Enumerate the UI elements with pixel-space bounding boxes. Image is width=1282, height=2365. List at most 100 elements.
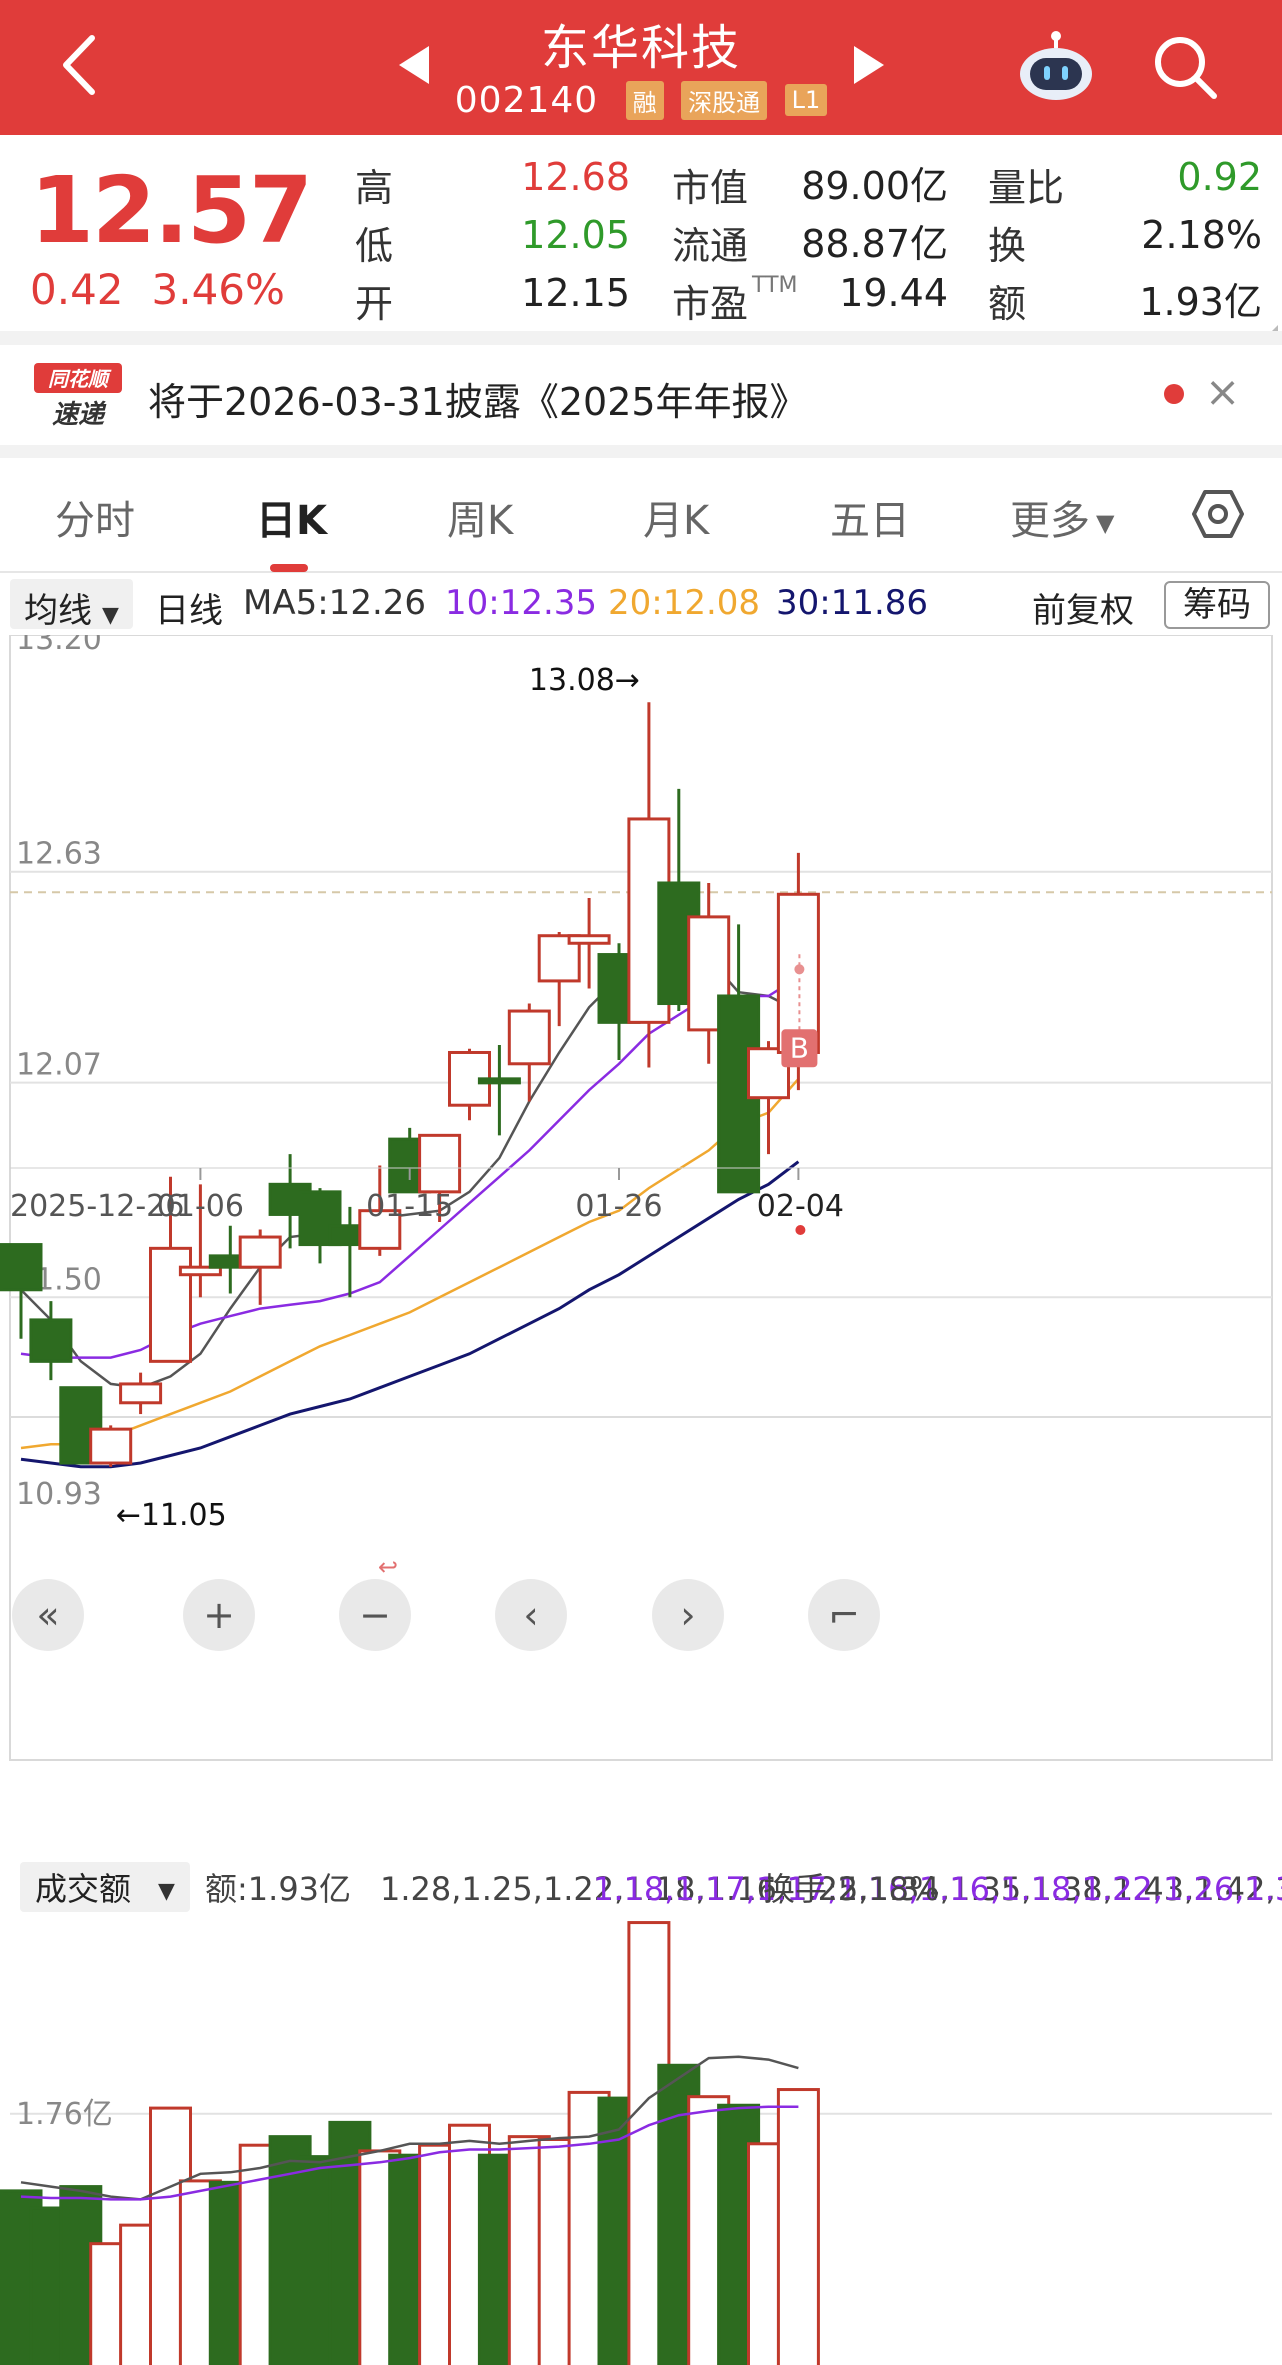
candle — [0, 1243, 43, 1339]
collapse-left-icon[interactable]: « — [12, 1579, 84, 1651]
ma20-line — [20, 1078, 800, 1450]
volume-ma10-line — [20, 2105, 799, 2201]
news-text[interactable]: 将于2026-03-31披露《2025年年报》 — [148, 380, 808, 424]
volume-ma5: 1.28,1.25,1.22,1.18,1.16,1.25,1.34,1.35,… — [380, 1870, 1282, 1908]
tab-intraday[interactable]: 分时 — [55, 498, 135, 544]
control-button-bg[interactable] — [652, 1579, 724, 1651]
back-icon[interactable] — [50, 30, 110, 100]
market-cap-value: 89.00亿 — [801, 164, 948, 208]
candle — [29, 1301, 73, 1381]
volume-selector[interactable] — [20, 1862, 190, 1912]
volume-chart[interactable]: 成交额 ▼ 额:1.93亿 1.28,1.25,1.22,1.18,1.16,1… — [0, 1850, 1282, 2365]
last-price: 12.57 — [30, 157, 313, 264]
ai-assistant-icon[interactable] — [1016, 28, 1096, 104]
flash-news-logo: 同花顺 速递 — [34, 363, 122, 430]
low-value: 12.05 — [521, 213, 630, 257]
y-axis-label: 12.63 — [16, 837, 102, 872]
float-cap-value: 88.87亿 — [801, 222, 948, 266]
zoom-in-icon-glyph[interactable]: + — [203, 1593, 235, 1637]
zoom-out-icon[interactable]: − — [339, 1579, 411, 1651]
ma10-value: 10:12.35 — [445, 583, 598, 623]
svg-text:速递: 速递 — [52, 400, 107, 430]
previous-stock-icon[interactable] — [395, 40, 435, 90]
tab-daily-k[interactable]: 日K — [256, 498, 327, 544]
control-button-bg[interactable] — [495, 1579, 567, 1651]
fullscreen-icon-glyph[interactable]: ⌐ — [828, 1593, 860, 1637]
gear-icon[interactable] — [1192, 488, 1244, 540]
open-value: 12.15 — [521, 271, 630, 315]
search-icon[interactable] — [1150, 32, 1220, 102]
volume-y-label: 1.76亿 — [16, 2097, 113, 2132]
period-tabs: 分时 日K 周K 月K 五日 更多 ▼ — [0, 458, 1282, 573]
ma-selector[interactable]: 均线 ▼ — [10, 579, 133, 631]
candle-body — [418, 1133, 462, 1194]
candle — [448, 1048, 491, 1121]
candle — [418, 1133, 462, 1222]
candle — [477, 1044, 521, 1136]
min-price-annotation: ←11.05 — [116, 1498, 227, 1533]
separator — [0, 331, 1282, 345]
amount-label: 额 — [988, 282, 1027, 326]
candle — [507, 1003, 551, 1102]
tab-weekly-k[interactable]: 周K — [447, 498, 514, 544]
candle-body — [149, 1246, 192, 1363]
volume-ma10: 1.18,1.17,1.17,1.16,1.16,1.18,1.22,1.26,… — [593, 1870, 1282, 1908]
x-axis-label: 01-26 — [575, 1189, 662, 1224]
control-button-bg[interactable] — [12, 1579, 84, 1651]
chevron-down-icon: ▼ — [102, 603, 119, 628]
candle-body — [358, 1209, 402, 1250]
tab-monthly-k[interactable]: 月K — [643, 498, 710, 544]
turnover-value: 2.18% — [1141, 213, 1262, 257]
candle — [119, 1372, 163, 1415]
news-banner[interactable]: 同花顺 速递 将于2026-03-31披露《2025年年报》 × — [0, 345, 1282, 445]
high-value: 12.68 — [521, 155, 630, 199]
candle — [238, 1229, 282, 1305]
x-axis-label: 2025-12-26 — [10, 1189, 184, 1224]
low-label: 低 — [355, 224, 394, 268]
drawing-tool-icon[interactable]: ↩ — [378, 1553, 398, 1581]
candle — [567, 898, 611, 989]
buy-marker-box — [781, 1029, 818, 1068]
stock-code: 002140 — [454, 79, 599, 121]
collapse-left-icon-glyph[interactable]: « — [36, 1593, 59, 1637]
chevron-down-icon: ▼ — [158, 1879, 175, 1904]
high-label: 高 — [355, 166, 394, 210]
tab-more[interactable]: 更多 ▼ — [1010, 498, 1115, 544]
pe-value: 19.44 — [839, 271, 948, 315]
scroll-right-icon[interactable]: › — [652, 1579, 724, 1651]
amount-value: 1.93亿 — [1139, 280, 1262, 324]
scroll-left-icon-glyph[interactable]: ‹ — [523, 1593, 538, 1637]
zoom-out-icon-glyph[interactable]: − — [359, 1593, 391, 1637]
adjust-mode[interactable]: 前复权 — [1032, 591, 1134, 631]
max-price-annotation: 13.08→ — [529, 663, 640, 698]
volume-bar — [776, 2088, 820, 2365]
chip-distribution-button[interactable]: 筹码 — [1164, 581, 1270, 629]
y-axis-label: 12.07 — [16, 1048, 102, 1083]
pe-label: 市盈 TTM — [672, 273, 798, 326]
tab-five-day[interactable]: 五日 — [830, 498, 910, 544]
separator — [0, 445, 1282, 459]
scroll-right-icon-glyph[interactable]: › — [680, 1593, 695, 1637]
candle-body — [567, 934, 611, 945]
fullscreen-icon[interactable]: ⌐ — [808, 1579, 880, 1651]
volume-ratio-value: 0.92 — [1177, 155, 1262, 199]
app-header: 东华科技 002140 融 深股通 L1 — [0, 0, 1282, 135]
candle-body — [119, 1382, 163, 1405]
volume-selector-label[interactable]: 成交额 — [35, 1870, 131, 1908]
zoom-in-icon[interactable]: + — [183, 1579, 255, 1651]
control-button-bg[interactable] — [183, 1579, 255, 1651]
buy-marker-label: B — [790, 1031, 809, 1064]
x-axis-label: 01-06 — [157, 1189, 244, 1224]
candle-body — [89, 1427, 133, 1465]
control-button-bg[interactable] — [808, 1579, 880, 1651]
control-button-bg[interactable] — [339, 1579, 411, 1651]
next-stock-icon[interactable] — [848, 40, 888, 90]
x-axis-label: 01-15 — [366, 1189, 453, 1224]
candle-body — [178, 1265, 222, 1277]
open-label: 开 — [355, 282, 394, 326]
change-amount: 0.42 — [30, 265, 124, 314]
scroll-left-icon[interactable]: ‹ — [495, 1579, 567, 1651]
ma20-value: 20:12.08 — [608, 583, 761, 623]
close-icon[interactable]: × — [1205, 367, 1241, 416]
